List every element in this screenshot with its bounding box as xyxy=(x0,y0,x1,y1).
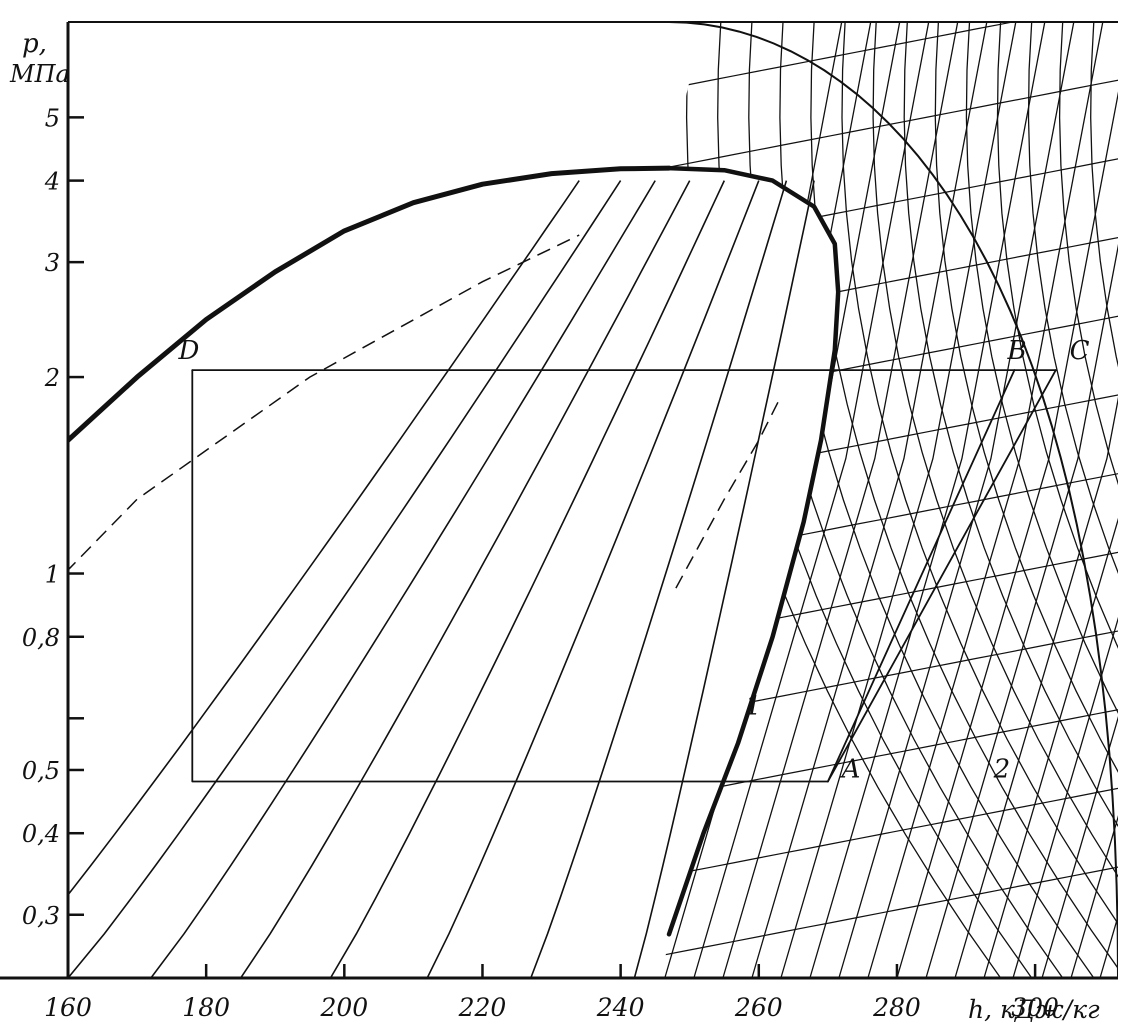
isotherm-curve xyxy=(779,22,1095,978)
two-phase-curve xyxy=(530,180,788,978)
point-label: 1 xyxy=(745,691,762,721)
x-tick-label: 240 xyxy=(596,993,645,1022)
isentrope-line xyxy=(867,22,1104,978)
isentrope-line xyxy=(1041,22,1118,978)
y-axis-title-p: p, xyxy=(22,29,47,59)
isochore-curve xyxy=(662,861,1118,956)
isentrope-line xyxy=(954,22,1118,978)
isotherm-curve xyxy=(1090,22,1118,978)
y-tick-label: 4 xyxy=(44,168,60,196)
x-tick-label: 200 xyxy=(319,993,368,1022)
x-axis-title: h, кДж/кг xyxy=(968,995,1100,1024)
x-tick-label: 280 xyxy=(872,993,921,1022)
series-cycle-D-A xyxy=(191,369,829,783)
isentrope-line xyxy=(751,22,988,978)
series-cycle-A-B xyxy=(827,369,1016,783)
isentrope-line xyxy=(693,22,930,978)
y-tick-label: 0,8 xyxy=(22,624,60,652)
isochore-curve xyxy=(662,467,1118,563)
isentrope-line xyxy=(662,22,872,978)
y-axis-title-unit: МПа xyxy=(9,60,70,88)
two-phase-curve xyxy=(68,180,622,978)
y-tick-label: 5 xyxy=(45,104,60,132)
isotherm-curve xyxy=(1058,22,1118,978)
series-saturated-liquid xyxy=(68,165,672,445)
isochore-curve xyxy=(662,782,1118,878)
point-label: 2 xyxy=(993,755,1011,785)
point-label: A xyxy=(840,755,861,785)
x-tick-label: 220 xyxy=(458,993,507,1022)
isentrope-line xyxy=(925,22,1118,978)
y-tick-label: 1 xyxy=(45,561,60,589)
isochore-curve xyxy=(662,625,1118,720)
x-tick-label: 300 xyxy=(1011,993,1059,1022)
isentrope-line xyxy=(1070,22,1118,978)
isentrope-line xyxy=(722,22,959,978)
isentrope-line xyxy=(838,22,1075,978)
two-phase-curve xyxy=(329,180,726,978)
isentrope-line xyxy=(809,22,1046,978)
isochore-curve xyxy=(662,74,1118,169)
mesh-boundary xyxy=(668,22,1118,978)
isentrope-line xyxy=(896,22,1118,978)
isotherm-curve xyxy=(1122,22,1128,978)
isotherm-curve xyxy=(965,22,1118,978)
two-phase-curve xyxy=(240,180,691,978)
x-tick-label: 180 xyxy=(182,993,230,1022)
isochore-curve xyxy=(662,389,1118,484)
x-tick-label: 160 xyxy=(44,993,92,1022)
y-tick-label: 3 xyxy=(45,249,60,277)
two-phase-curve xyxy=(633,180,815,978)
point-label: D xyxy=(178,336,200,366)
dashed-curve xyxy=(675,398,781,589)
series-saturated-vapor xyxy=(666,165,841,937)
two-phase-curve xyxy=(150,180,656,978)
point-label: C xyxy=(1070,336,1090,366)
two-phase-curve xyxy=(426,180,760,978)
two-phase-curve xyxy=(68,180,580,897)
isochore-curve xyxy=(662,231,1118,327)
y-tick-label: 0,5 xyxy=(22,757,60,785)
isotherm-curve xyxy=(810,22,1118,978)
dashed-curve xyxy=(68,234,580,572)
isotherm-curve xyxy=(841,22,1118,978)
series-cycle-A-C xyxy=(827,369,1057,783)
superheated-mesh xyxy=(662,22,1128,978)
y-tick-label: 0,4 xyxy=(22,820,60,848)
x-tick-label: 260 xyxy=(734,993,783,1022)
y-tick-label: 2 xyxy=(44,364,60,392)
isochore-curve xyxy=(662,22,1118,91)
isentrope-line xyxy=(664,22,901,978)
point-label: B xyxy=(1006,336,1026,366)
isotherm-curve xyxy=(934,22,1118,978)
isentrope-line xyxy=(983,22,1118,978)
y-tick-label: 0,3 xyxy=(22,902,60,930)
isotherm-curve xyxy=(872,22,1118,978)
isotherm-curve xyxy=(1027,22,1118,978)
isentrope-line xyxy=(1012,22,1118,978)
isentrope-line xyxy=(780,22,1017,978)
